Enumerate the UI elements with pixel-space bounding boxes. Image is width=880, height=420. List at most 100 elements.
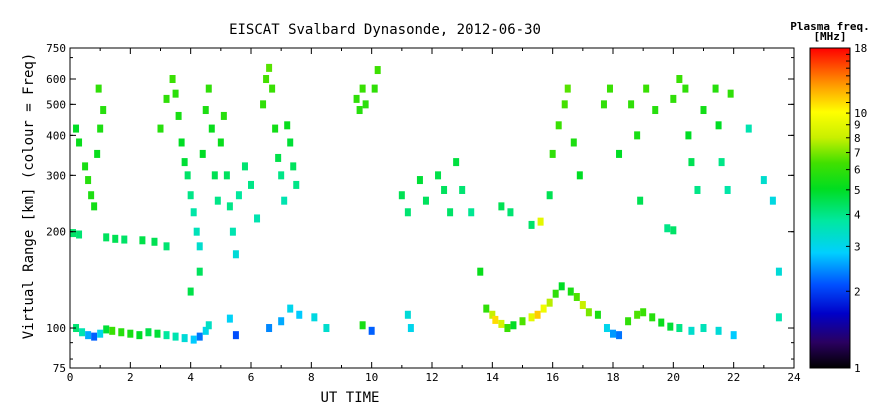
data-point — [404, 310, 411, 319]
data-point — [492, 315, 499, 324]
data-point — [181, 334, 188, 343]
data-point — [371, 84, 378, 93]
x-tick-label: 0 — [67, 371, 74, 384]
data-point — [694, 185, 701, 194]
data-point — [175, 111, 182, 120]
x-tick-label: 22 — [727, 371, 740, 384]
data-point — [534, 310, 541, 319]
colorbar-tick-label: 10 — [854, 107, 867, 120]
data-point — [85, 331, 92, 340]
data-point — [205, 321, 212, 330]
data-point — [172, 332, 179, 341]
data-point — [97, 329, 104, 338]
colorbar-tick-label: 4 — [854, 209, 861, 222]
data-point — [585, 308, 592, 317]
data-point — [685, 131, 692, 140]
data-point — [287, 138, 294, 147]
data-point — [688, 326, 695, 335]
x-tick-label: 14 — [486, 371, 500, 384]
data-point — [498, 319, 505, 328]
data-point — [103, 233, 110, 242]
data-point — [220, 111, 227, 120]
data-point — [281, 196, 288, 205]
data-point — [727, 89, 734, 98]
data-point — [610, 329, 616, 338]
data-point — [634, 131, 641, 140]
data-point — [235, 191, 242, 200]
x-tick-label: 16 — [546, 371, 559, 384]
data-point — [91, 332, 98, 341]
y-tick-label: 600 — [46, 73, 66, 86]
x-tick-label: 12 — [425, 371, 438, 384]
data-point — [558, 282, 565, 291]
data-point — [498, 202, 505, 211]
data-point — [266, 324, 273, 333]
data-point — [208, 124, 215, 133]
x-tick-label: 6 — [248, 371, 255, 384]
data-point — [718, 158, 725, 167]
data-point — [643, 84, 650, 93]
data-point — [248, 180, 254, 189]
data-point — [483, 304, 490, 313]
data-point — [205, 84, 212, 93]
data-point — [76, 230, 83, 239]
data-point — [112, 234, 119, 243]
chart-title: EISCAT Svalbard Dynasonde, 2012-06-30 — [229, 22, 541, 38]
data-point — [570, 138, 577, 147]
x-tick-label: 20 — [667, 371, 680, 384]
data-point — [190, 335, 197, 344]
data-point — [260, 100, 267, 109]
data-point — [323, 324, 330, 333]
x-tick-label: 8 — [308, 371, 315, 384]
data-point — [359, 84, 366, 93]
data-point — [172, 89, 179, 98]
data-point — [293, 180, 300, 189]
data-point — [211, 171, 218, 180]
data-point — [546, 191, 553, 200]
data-point — [507, 208, 514, 217]
data-point — [600, 100, 607, 109]
x-tick-label: 24 — [787, 371, 801, 384]
data-point — [311, 313, 318, 322]
data-point — [374, 66, 381, 75]
data-point — [139, 236, 146, 245]
colorbar-tick-label: 18 — [854, 42, 867, 55]
data-point — [667, 322, 674, 331]
data-point — [528, 313, 535, 322]
data-point — [422, 196, 429, 205]
colorbar-tick-label: 3 — [854, 240, 861, 253]
data-point — [640, 308, 647, 317]
data-point — [564, 84, 571, 93]
y-tick-label: 750 — [46, 42, 66, 55]
data-point — [606, 84, 613, 93]
data-point — [676, 75, 683, 84]
data-point — [187, 191, 194, 200]
data-point — [700, 324, 707, 333]
data-point — [356, 106, 363, 115]
data-point — [217, 138, 224, 147]
data-point — [272, 124, 279, 133]
data-point — [441, 185, 448, 194]
data-point — [95, 84, 102, 93]
data-point — [151, 237, 158, 246]
data-point — [519, 317, 526, 326]
data-point — [121, 235, 128, 244]
data-point — [546, 298, 553, 307]
data-point — [459, 185, 466, 194]
data-point — [157, 124, 164, 133]
data-point — [561, 100, 568, 109]
colorbar-units: [MHz] — [813, 30, 846, 43]
y-tick-label: 300 — [46, 169, 66, 182]
data-point — [398, 191, 405, 200]
y-axis: 75 100 200 300 400 500 600 750 — [46, 42, 794, 375]
colorbar-tick-label: 8 — [854, 132, 861, 145]
data-point — [573, 293, 580, 302]
data-point — [266, 63, 273, 72]
data-point — [85, 176, 92, 185]
data-point — [202, 106, 209, 115]
data-point — [70, 229, 77, 238]
data-point — [196, 242, 203, 251]
data-point — [447, 208, 454, 217]
data-point — [76, 138, 83, 147]
